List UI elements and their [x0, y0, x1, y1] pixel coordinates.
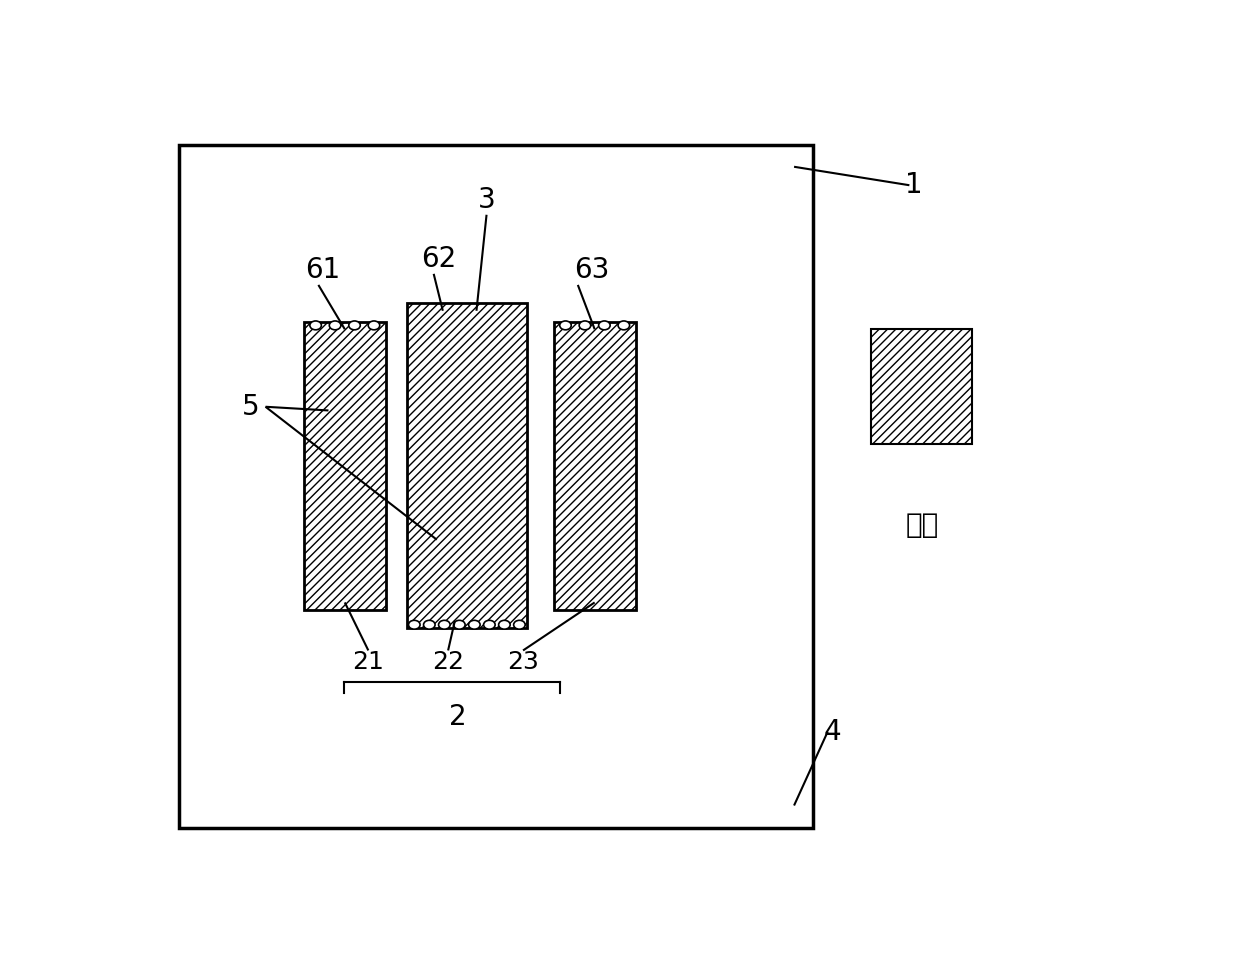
Text: 3: 3: [477, 186, 496, 214]
Text: 5: 5: [242, 393, 260, 421]
Circle shape: [559, 321, 572, 330]
Bar: [554, 322, 636, 610]
Circle shape: [330, 321, 341, 330]
Text: 2: 2: [449, 703, 466, 731]
Circle shape: [513, 620, 526, 629]
Circle shape: [348, 321, 361, 330]
Circle shape: [310, 321, 321, 330]
Circle shape: [599, 321, 610, 330]
Circle shape: [454, 620, 465, 629]
Bar: [304, 322, 386, 610]
Text: 21: 21: [352, 649, 384, 673]
Circle shape: [469, 620, 480, 629]
Circle shape: [368, 321, 379, 330]
Circle shape: [424, 620, 435, 629]
Circle shape: [408, 620, 420, 629]
Bar: [407, 303, 527, 628]
Text: 23: 23: [507, 649, 539, 673]
Circle shape: [484, 620, 495, 629]
Circle shape: [498, 620, 510, 629]
Circle shape: [618, 321, 630, 330]
Text: 金属: 金属: [905, 511, 939, 539]
Text: 4: 4: [823, 717, 841, 746]
Bar: [179, 145, 813, 828]
Text: 61: 61: [305, 256, 341, 284]
Bar: [870, 329, 972, 444]
Text: 63: 63: [574, 256, 610, 284]
Circle shape: [439, 620, 450, 629]
Text: 1: 1: [905, 172, 923, 199]
Text: 62: 62: [420, 246, 456, 273]
Circle shape: [579, 321, 590, 330]
Text: 22: 22: [432, 649, 464, 673]
